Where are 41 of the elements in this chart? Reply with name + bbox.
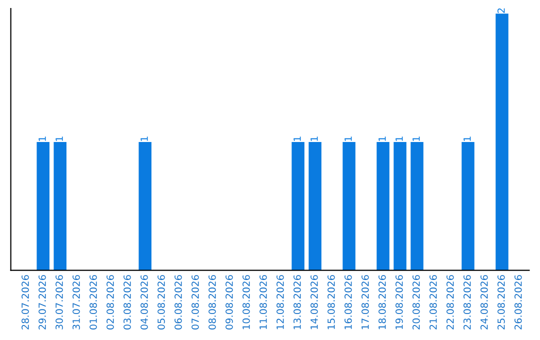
data-label: 1 xyxy=(464,136,471,141)
x-tick-label: 21.08.2026 xyxy=(429,275,437,330)
x-tick-label: 08.08.2026 xyxy=(208,275,216,330)
x-tick-label: 18.08.2026 xyxy=(378,275,386,330)
x-tick-label: 17.08.2026 xyxy=(362,275,369,330)
data-label: 1 xyxy=(38,136,46,141)
x-tick-label: 12.08.2026 xyxy=(276,275,284,330)
data-label: 1 xyxy=(56,136,63,141)
x-tick-label: 24.08.2026 xyxy=(480,275,488,330)
x-tick-label: 02.08.2026 xyxy=(106,275,114,330)
data-label: 1 xyxy=(294,136,301,141)
x-tick-label: 05.08.2026 xyxy=(158,275,165,330)
x-tick-label: 03.08.2026 xyxy=(124,275,131,330)
x-tick-label: 22.08.2026 xyxy=(446,275,454,330)
data-label: 1 xyxy=(310,136,318,141)
x-tick-label: 11.08.2026 xyxy=(260,275,267,330)
data-label: 1 xyxy=(378,136,386,141)
x-tick-label: 26.08.2026 xyxy=(514,275,522,330)
x-tick-label: 09.08.2026 xyxy=(226,275,233,330)
x-tick-label: 06.08.2026 xyxy=(174,275,182,330)
x-tick-label: 16.08.2026 xyxy=(344,275,352,330)
data-label: 1 xyxy=(412,136,420,141)
x-tick-label: 14.08.2026 xyxy=(310,275,318,330)
data-label: 1 xyxy=(140,136,148,141)
x-tick-label: 20.08.2026 xyxy=(412,275,420,330)
x-tick-label: 28.07.2026 xyxy=(22,275,29,330)
x-tick-label: 23.08.2026 xyxy=(463,275,471,330)
x-tick-label: 29.07.2026 xyxy=(38,275,46,330)
x-tick-label: 19.08.2026 xyxy=(395,275,403,330)
x-tick-label: 04.08.2026 xyxy=(140,275,148,330)
x-tick-label: 15.08.2026 xyxy=(328,275,335,330)
x-tick-label: 07.08.2026 xyxy=(192,275,199,330)
data-label: 2 xyxy=(497,8,505,13)
x-tick-label: 31.07.2026 xyxy=(72,275,80,330)
x-tick-label: 30.07.2026 xyxy=(56,275,63,330)
data-label: 1 xyxy=(344,136,352,141)
x-tick-label: 25.08.2026 xyxy=(497,275,505,330)
x-tick-label: 13.08.2026 xyxy=(294,275,301,330)
x-tick-label: 01.08.2026 xyxy=(90,275,97,330)
x-tick-label: 10.08.2026 xyxy=(242,275,250,330)
data-label: 1 xyxy=(396,136,403,141)
